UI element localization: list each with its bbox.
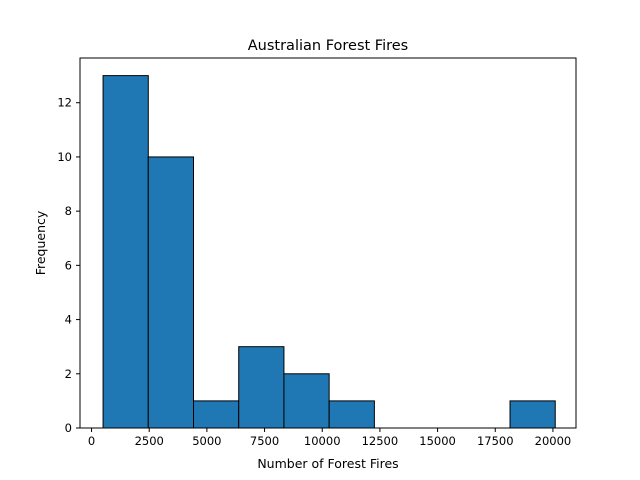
y-tick-label: 10	[57, 150, 72, 164]
x-tick-label: 17500	[477, 434, 514, 448]
histogram-bar	[102, 75, 149, 429]
y-tick-label: 2	[65, 367, 72, 381]
y-tick-label: 6	[65, 258, 72, 272]
histogram-bar	[238, 346, 285, 429]
x-tick-label: 2500	[135, 434, 164, 448]
x-tick-label: 0	[88, 434, 95, 448]
histogram-bar	[283, 373, 330, 429]
y-tick-label: 12	[57, 96, 72, 110]
x-axis-label: Number of Forest Fires	[257, 456, 398, 471]
y-tick-label: 8	[65, 204, 72, 218]
y-axis-label: Frequency	[33, 210, 48, 275]
x-tick-label: 5000	[192, 434, 221, 448]
x-tick-label: 10000	[304, 434, 341, 448]
x-tick-label: 15000	[419, 434, 456, 448]
plot-frame	[79, 57, 577, 429]
histogram-bar	[509, 400, 556, 429]
y-axis: 0 2 4 6 8 10 12	[57, 96, 80, 435]
x-tick-label: 12500	[362, 434, 399, 448]
bars-group	[102, 75, 556, 429]
x-axis: 0 2500 5000 7500 10000 12500 15000 17500 20000	[88, 428, 571, 448]
y-tick-label: 0	[65, 421, 72, 435]
chart-title: Australian Forest Fires	[248, 38, 408, 54]
histogram-bar	[328, 400, 375, 429]
histogram-bar	[193, 400, 240, 429]
y-tick-label: 4	[65, 313, 72, 327]
histogram-bar	[147, 156, 195, 429]
x-tick-label: 20000	[535, 434, 572, 448]
x-tick-label: 7500	[250, 434, 279, 448]
